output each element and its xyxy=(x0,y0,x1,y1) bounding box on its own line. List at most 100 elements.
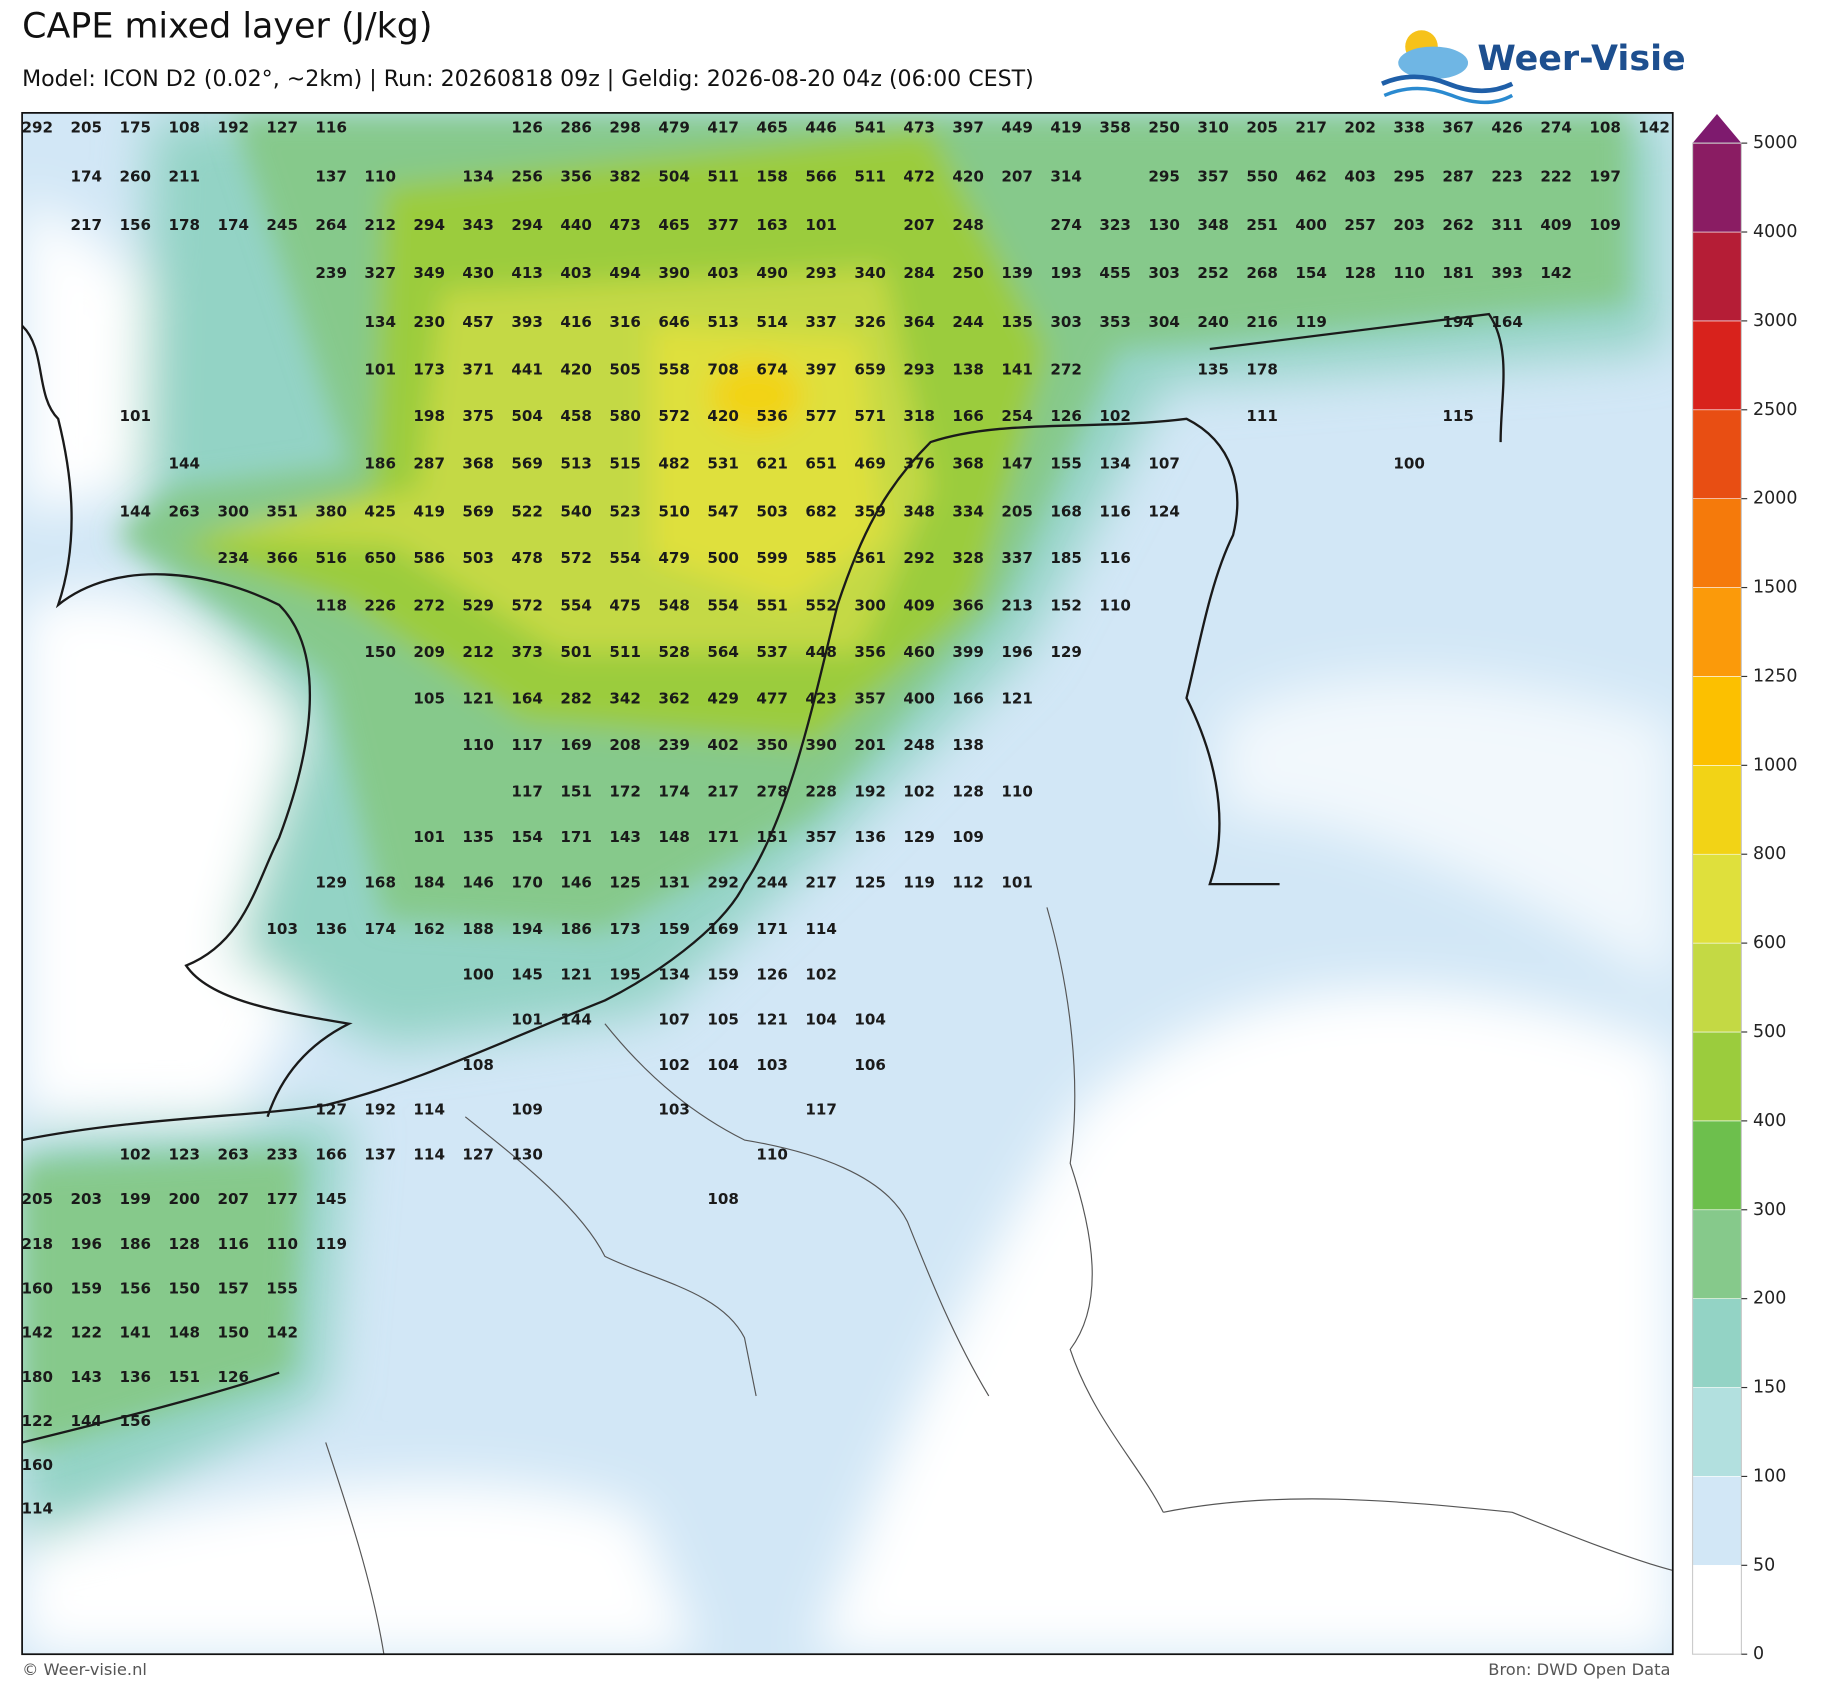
value-label: 413 xyxy=(511,264,543,282)
value-label: 184 xyxy=(413,873,445,891)
value-label: 169 xyxy=(707,920,739,938)
value-label: 156 xyxy=(119,1412,151,1430)
value-label: 682 xyxy=(805,502,837,520)
colorbar-label: 300 xyxy=(1753,1200,1786,1220)
value-label: 146 xyxy=(560,873,592,891)
value-label: 513 xyxy=(707,313,739,331)
value-label: 511 xyxy=(609,643,641,661)
value-label: 226 xyxy=(364,597,396,615)
value-label: 462 xyxy=(1295,167,1327,185)
value-label: 102 xyxy=(805,965,837,983)
value-label: 115 xyxy=(1442,407,1474,425)
value-label: 103 xyxy=(756,1056,788,1074)
value-label: 146 xyxy=(462,873,494,891)
value-label: 580 xyxy=(609,407,641,425)
colorbar-segment xyxy=(1692,1298,1742,1388)
value-label: 217 xyxy=(707,783,739,801)
value-label: 550 xyxy=(1246,167,1278,185)
colorbar-segment xyxy=(1692,942,1742,1033)
value-label: 121 xyxy=(1001,690,1033,708)
colorbar-label: 3000 xyxy=(1753,311,1797,331)
value-label: 192 xyxy=(217,119,249,137)
value-label: 142 xyxy=(1540,264,1572,282)
value-label: 564 xyxy=(707,643,739,661)
value-label: 173 xyxy=(609,920,641,938)
value-label: 201 xyxy=(854,736,886,754)
value-label: 245 xyxy=(266,216,298,234)
value-label: 284 xyxy=(903,264,935,282)
value-label: 263 xyxy=(168,502,200,520)
value-label: 357 xyxy=(805,828,837,846)
value-label: 102 xyxy=(119,1146,151,1164)
value-label: 174 xyxy=(70,167,102,185)
value-label: 121 xyxy=(560,965,592,983)
value-label: 529 xyxy=(462,597,494,615)
value-label: 159 xyxy=(707,965,739,983)
value-label: 328 xyxy=(952,549,984,567)
value-label: 136 xyxy=(119,1368,151,1386)
value-label: 430 xyxy=(462,264,494,282)
value-label: 541 xyxy=(854,119,886,137)
value-label: 116 xyxy=(217,1235,249,1253)
value-label: 170 xyxy=(511,873,543,891)
value-label: 130 xyxy=(511,1146,543,1164)
value-label: 503 xyxy=(756,502,788,520)
value-label: 420 xyxy=(560,360,592,378)
value-label: 119 xyxy=(1295,313,1327,331)
subtitle: Model: ICON D2 (0.02°, ~2km) | Run: 2026… xyxy=(22,66,1034,92)
value-label: 571 xyxy=(854,407,886,425)
value-label: 585 xyxy=(805,549,837,567)
value-label: 217 xyxy=(1295,119,1327,137)
value-label: 110 xyxy=(462,736,494,754)
value-label: 402 xyxy=(707,736,739,754)
value-label: 295 xyxy=(1393,167,1425,185)
colorbar-segment xyxy=(1692,320,1742,411)
value-label: 511 xyxy=(707,167,739,185)
value-label: 155 xyxy=(1050,455,1082,473)
borders xyxy=(325,907,1673,1655)
value-label: 205 xyxy=(70,119,102,137)
value-label: 102 xyxy=(658,1056,690,1074)
value-label: 194 xyxy=(511,920,543,938)
value-label: 327 xyxy=(364,264,396,282)
value-label: 116 xyxy=(1099,502,1131,520)
value-label: 198 xyxy=(413,407,445,425)
value-label: 409 xyxy=(903,597,935,615)
value-label: 278 xyxy=(756,783,788,801)
value-label: 163 xyxy=(756,216,788,234)
value-label: 130 xyxy=(1148,216,1180,234)
value-label: 180 xyxy=(21,1368,53,1386)
value-label: 554 xyxy=(560,597,592,615)
map-frame xyxy=(21,112,1674,1656)
value-label: 240 xyxy=(1197,313,1229,331)
value-label: 522 xyxy=(511,502,543,520)
value-label: 119 xyxy=(903,873,935,891)
value-label: 551 xyxy=(756,597,788,615)
value-label: 144 xyxy=(119,502,151,520)
value-label: 233 xyxy=(266,1146,298,1164)
value-label: 257 xyxy=(1344,216,1376,234)
value-label: 142 xyxy=(266,1324,298,1342)
value-label: 340 xyxy=(854,264,886,282)
value-labels: 292 205 175 108 192 127 116 126 286 298 479 417 465 4… xyxy=(21,119,1670,1518)
footer-left: © Weer-visie.nl xyxy=(22,1660,147,1679)
value-label: 244 xyxy=(756,873,788,891)
value-label: 217 xyxy=(70,216,102,234)
value-label: 429 xyxy=(707,690,739,708)
value-label: 135 xyxy=(462,828,494,846)
value-label: 106 xyxy=(854,1056,886,1074)
value-label: 351 xyxy=(266,502,298,520)
value-label: 708 xyxy=(707,360,739,378)
colorbar-segment xyxy=(1692,587,1742,677)
value-label: 367 xyxy=(1442,119,1474,137)
value-label: 216 xyxy=(1246,313,1278,331)
value-label: 100 xyxy=(462,965,494,983)
colorbar-label: 150 xyxy=(1753,1378,1786,1398)
value-label: 121 xyxy=(462,690,494,708)
value-label: 127 xyxy=(266,119,298,137)
value-label: 504 xyxy=(658,167,690,185)
colorbar-label: 500 xyxy=(1753,1022,1786,1042)
colorbar-label: 5000 xyxy=(1753,133,1797,153)
value-label: 256 xyxy=(511,167,543,185)
value-label: 147 xyxy=(1001,455,1033,473)
